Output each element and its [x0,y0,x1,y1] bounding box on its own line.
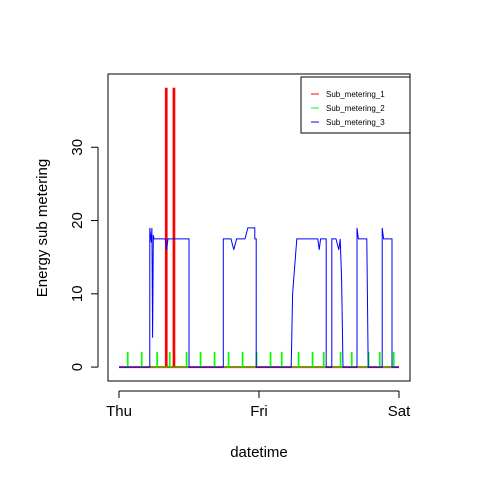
series-line-sub-metering-3 [119,227,399,368]
y-axis-label: Energy sub metering [34,159,51,297]
y-tick-label-10: 10 [69,285,86,302]
x-tick-label-sat: Sat [388,403,411,420]
legend-box [300,76,411,134]
y-tick-label-0: 0 [69,363,86,371]
y-tick-label-30: 30 [69,139,86,156]
series-layer [119,87,399,369]
plot-frame [107,73,411,382]
legend-label-sub-metering-1: Sub_metering_1 [326,90,385,99]
legend-label-sub-metering-2: Sub_metering_2 [326,104,385,113]
x-axis-label: datetime [230,444,288,461]
y-tick-label-20: 20 [69,212,86,229]
legend: Sub_metering_1 Sub_metering_2 Sub_meteri… [300,76,411,134]
x-tick-label-fri: Fri [250,403,268,420]
x-tick-label-thu: Thu [106,403,132,420]
y-axis: 0 10 20 30 [69,139,99,371]
legend-label-sub-metering-3: Sub_metering_3 [326,118,385,127]
x-axis: Thu Fri Sat [106,390,411,420]
